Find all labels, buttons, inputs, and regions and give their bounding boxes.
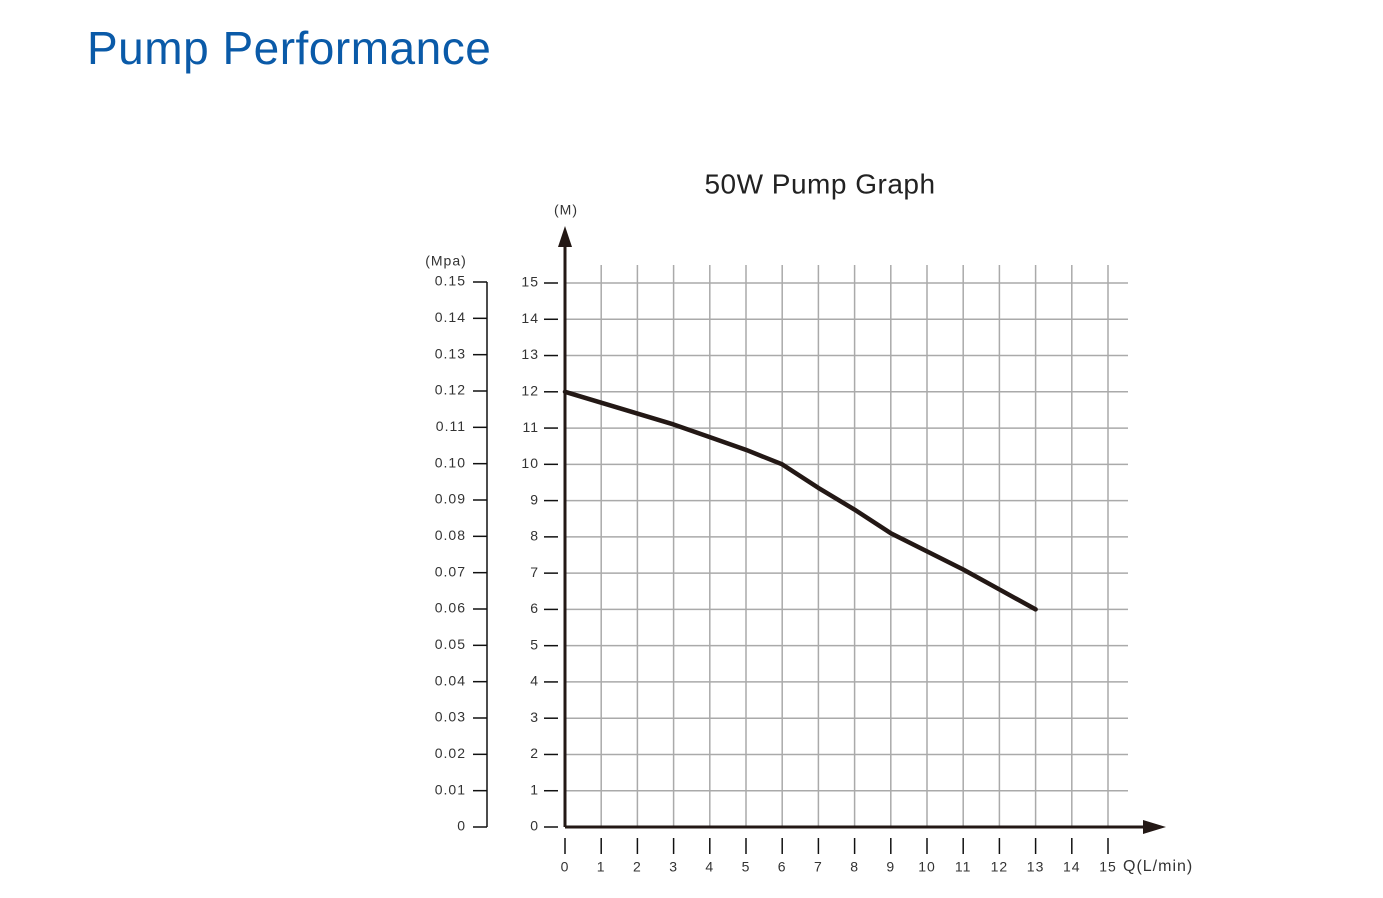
x-tick-label: 5 xyxy=(742,859,751,875)
y2-tick-label: 0.06 xyxy=(435,600,466,616)
y-tick-label: 15 xyxy=(521,274,539,290)
y-tick-label: 4 xyxy=(530,673,539,689)
x-tick-label: 12 xyxy=(991,859,1009,875)
y-tick-label: 11 xyxy=(522,419,539,435)
x-tick-label: 6 xyxy=(778,859,787,875)
y-tick-label: 0 xyxy=(530,818,539,834)
y2-tick-label: 0.09 xyxy=(435,491,466,507)
y-tick-label: 2 xyxy=(530,745,539,761)
y2-tick-label: 0.01 xyxy=(435,781,466,797)
y-tick-label: 7 xyxy=(530,564,539,580)
plot-area xyxy=(564,265,1128,828)
y2-tick-label: 0.08 xyxy=(435,527,466,543)
x-tick-label: 10 xyxy=(918,859,936,875)
x-tick-label: 9 xyxy=(886,859,895,875)
y-tick-label: 9 xyxy=(530,491,539,507)
chart-title: 50W Pump Graph xyxy=(704,168,935,199)
y2-axis-label: (Mpa) xyxy=(425,253,467,269)
page-title: Pump Performance xyxy=(87,22,491,74)
x-tick-label: 2 xyxy=(633,859,642,875)
y-axis-label: (M) xyxy=(554,202,578,218)
y2-tick-label: 0.03 xyxy=(435,709,466,725)
x-tick-label: 1 xyxy=(597,859,606,875)
y2-tick-label: 0.07 xyxy=(435,563,466,579)
x-tick-label: 13 xyxy=(1027,859,1045,875)
x-tick-label: 3 xyxy=(669,859,678,875)
y-tick-label: 1 xyxy=(530,781,539,797)
y-axis-arrow xyxy=(558,226,572,247)
y-tick-label: 10 xyxy=(521,455,539,471)
x-tick-label: 15 xyxy=(1099,859,1117,875)
x-tick-label: 4 xyxy=(705,859,714,875)
pump-curve xyxy=(562,389,1038,612)
x-tick-label: 7 xyxy=(814,859,823,875)
x-tick-label: 0 xyxy=(561,859,570,875)
y-tick-label: 5 xyxy=(530,636,539,652)
x-tick-label: 8 xyxy=(850,859,859,875)
y-tick-label: 3 xyxy=(530,709,539,725)
x-tick-label: 14 xyxy=(1063,859,1081,875)
y-tick-label: 12 xyxy=(521,383,539,399)
y2-tick-label: 0.12 xyxy=(435,382,466,398)
y2-tick-label: 0.02 xyxy=(435,745,466,761)
y-tick-label: 6 xyxy=(530,600,539,616)
y2-tick-label: 0.04 xyxy=(435,672,466,688)
x-tick-label: 11 xyxy=(955,859,972,875)
x-axis-label: Q(L/min) xyxy=(1123,858,1193,875)
y2-tick-label: 0.14 xyxy=(435,309,466,325)
y2-tick-label: 0.15 xyxy=(435,273,466,289)
y2-tick-label: 0.11 xyxy=(436,418,466,434)
y-tick-label: 8 xyxy=(530,528,539,544)
y2-tick-label: 0.13 xyxy=(435,345,466,361)
x-axis-arrow xyxy=(1143,820,1166,834)
y2-tick-label: 0.05 xyxy=(435,636,466,652)
y-tick-label: 13 xyxy=(521,346,539,362)
y2-tick-label: 0 xyxy=(457,818,466,834)
y2-tick-label: 0.10 xyxy=(435,454,466,470)
y-tick-label: 14 xyxy=(521,310,539,326)
